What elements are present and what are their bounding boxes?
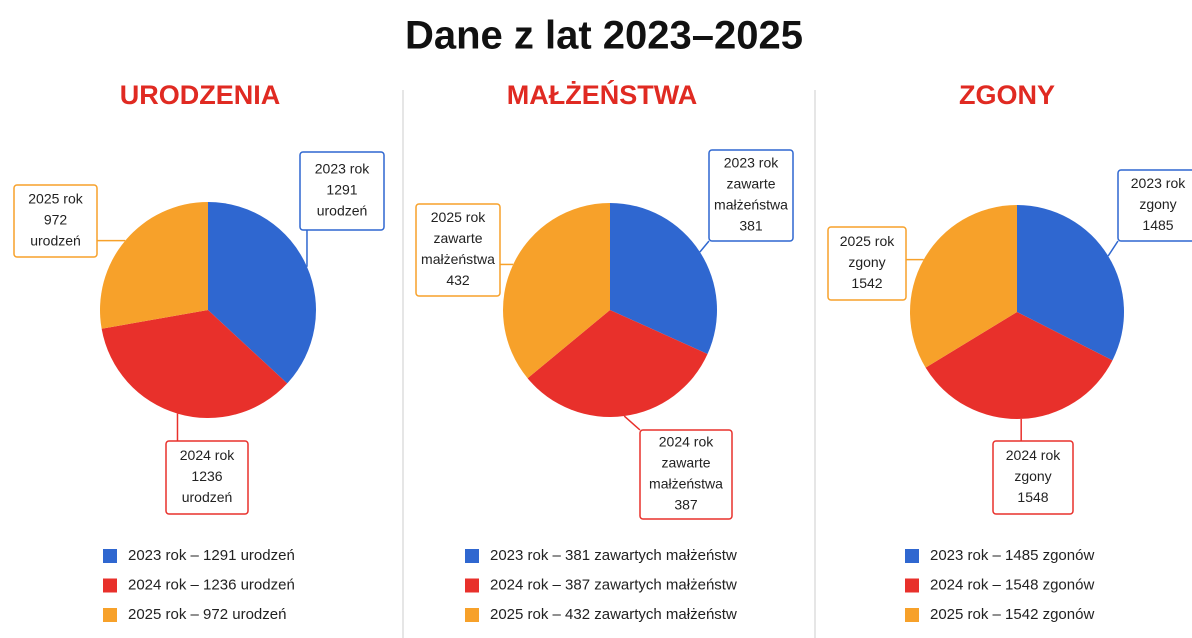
data-label: 387 <box>674 497 698 513</box>
pie-slice <box>502 203 610 379</box>
data-label: 2025 rok <box>28 191 83 207</box>
chart-title: URODZENIA <box>120 80 281 110</box>
legend-label: 2025 rok – 972 urodzeń <box>128 606 286 623</box>
data-label: 2024 rok <box>180 447 235 463</box>
data-label: zawarte <box>726 176 775 192</box>
pie-slice <box>527 310 708 418</box>
legend-label: 2025 rok – 432 zawartych małżeństw <box>490 606 737 623</box>
pie-slice <box>101 310 288 419</box>
data-label: małżeństwa <box>421 251 495 267</box>
label-box <box>415 203 501 297</box>
label-box <box>1117 169 1192 242</box>
pie-slice <box>1017 204 1125 361</box>
data-label: małżeństwa <box>714 197 788 213</box>
label-box <box>299 151 385 231</box>
legend-swatch <box>905 549 919 563</box>
data-label: 381 <box>739 218 763 234</box>
legend-swatch <box>465 578 479 593</box>
data-label: 2025 rok <box>840 233 895 249</box>
data-label: zawarte <box>661 455 710 471</box>
data-label: małżeństwa <box>649 476 723 492</box>
pie-slice <box>208 202 316 384</box>
label-box <box>13 184 98 258</box>
legend-swatch <box>103 549 117 563</box>
data-label: 2024 rok <box>1006 447 1061 463</box>
label-box <box>827 226 907 301</box>
chart-title: MAŁŻEŃSTWA <box>507 79 697 110</box>
data-label: 2025 rok <box>431 209 486 225</box>
legend-label: 2024 rok – 1236 urodzeń <box>128 576 295 593</box>
label-box <box>708 149 794 242</box>
label-box <box>992 440 1074 515</box>
data-label: zgony <box>1139 196 1176 212</box>
legend-swatch <box>103 608 117 622</box>
data-label: urodzeń <box>182 489 233 505</box>
leader-line <box>699 240 710 253</box>
legend-label: 2023 rok – 1291 urodzeń <box>128 547 295 564</box>
leader-line <box>623 415 641 431</box>
label-box <box>165 440 249 515</box>
legend-label: 2023 rok – 1485 zgonów <box>930 547 1094 564</box>
data-label: 1236 <box>191 468 222 484</box>
chart-title: ZGONY <box>959 80 1055 110</box>
legend-label: 2025 rok – 1542 zgonów <box>930 606 1094 623</box>
data-label: 1485 <box>1142 217 1173 233</box>
data-label: 1291 <box>326 182 357 198</box>
data-label: 2023 rok <box>315 161 370 177</box>
legend-swatch <box>905 608 919 622</box>
data-label: zgony <box>848 254 885 270</box>
data-label: urodzeń <box>317 203 368 219</box>
data-label: urodzeń <box>30 233 81 249</box>
page-title: Dane z lat 2023–2025 <box>405 14 803 58</box>
data-label: 1548 <box>1017 489 1048 505</box>
data-label: 2024 rok <box>659 434 714 450</box>
data-label: 2023 rok <box>1131 175 1186 191</box>
legend-label: 2023 rok – 381 zawartych małżeństw <box>490 547 737 564</box>
leader-line <box>1107 240 1119 257</box>
data-label: 2023 rok <box>724 155 779 171</box>
label-box <box>639 429 733 520</box>
legend-swatch <box>465 608 479 622</box>
legend-swatch <box>465 549 479 563</box>
pie-slice <box>909 205 1017 368</box>
data-label: 432 <box>446 272 470 288</box>
data-label: 1542 <box>851 275 882 291</box>
legend-swatch <box>905 578 919 593</box>
legend-label: 2024 rok – 1548 zgonów <box>930 576 1094 593</box>
pie-slice <box>610 203 717 355</box>
data-label: zgony <box>1014 468 1051 484</box>
data-label: zawarte <box>433 230 482 246</box>
legend-label: 2024 rok – 387 zawartych małżeństw <box>490 576 737 593</box>
pie-slice <box>925 312 1113 420</box>
pie-slice <box>99 202 208 329</box>
data-label: 972 <box>44 212 68 228</box>
legend-swatch <box>103 578 117 593</box>
